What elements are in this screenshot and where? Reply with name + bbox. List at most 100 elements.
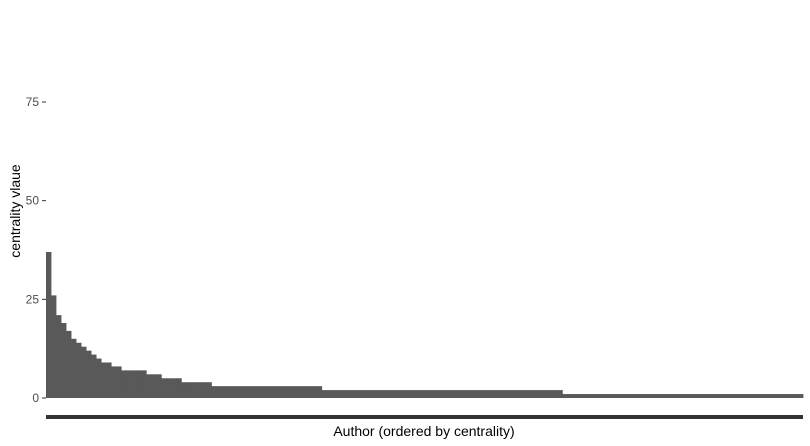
bar <box>166 378 172 398</box>
bar <box>567 394 573 398</box>
bar <box>381 390 388 398</box>
bar <box>401 390 408 398</box>
x-axis-title: Author (ordered by centrality) <box>333 423 514 439</box>
bar <box>66 330 72 398</box>
bar <box>76 342 82 398</box>
bar <box>497 390 503 398</box>
bar <box>261 386 267 398</box>
bar <box>371 390 378 398</box>
bar <box>341 390 348 398</box>
bar <box>206 382 212 398</box>
bar <box>51 295 57 398</box>
bar <box>201 382 207 398</box>
bar <box>116 366 122 398</box>
bar <box>447 390 453 398</box>
bars-group <box>46 251 804 398</box>
bar <box>717 394 724 398</box>
bar <box>356 390 363 398</box>
bar <box>331 390 338 398</box>
bar <box>91 354 97 398</box>
bar <box>707 394 714 398</box>
bar <box>442 390 448 398</box>
bar <box>281 386 288 398</box>
bar <box>46 251 52 398</box>
bar <box>251 386 257 398</box>
bar <box>522 390 528 398</box>
bar <box>86 350 92 398</box>
bar <box>627 394 633 398</box>
bar <box>186 382 192 398</box>
bar <box>101 362 107 398</box>
bar <box>702 394 709 398</box>
bar <box>662 394 669 398</box>
bar <box>241 386 247 398</box>
bar <box>557 390 563 398</box>
bar <box>406 390 413 398</box>
bar <box>607 394 613 398</box>
bar <box>457 390 463 398</box>
y-tick-label: 50 <box>26 194 40 208</box>
bar <box>151 374 157 398</box>
bar <box>597 394 603 398</box>
bar <box>176 378 182 398</box>
bar <box>136 370 142 398</box>
bar <box>677 394 684 398</box>
bar <box>547 390 553 398</box>
bar <box>777 394 784 398</box>
bar <box>296 386 303 398</box>
bar <box>231 386 237 398</box>
bar <box>462 390 468 398</box>
bar <box>632 394 638 398</box>
y-axis: 0 25 50 75 <box>26 95 46 405</box>
bar <box>216 386 222 398</box>
bar <box>71 338 77 398</box>
bar <box>472 390 478 398</box>
bar <box>622 394 628 398</box>
bar <box>487 390 493 398</box>
bar <box>196 382 202 398</box>
bar <box>612 394 618 398</box>
bar <box>56 315 62 398</box>
bar <box>482 390 488 398</box>
bar <box>502 390 508 398</box>
bar <box>316 386 323 398</box>
bar <box>191 382 197 398</box>
bar <box>712 394 719 398</box>
bar <box>391 390 398 398</box>
bar <box>552 390 558 398</box>
bar <box>211 386 217 398</box>
x-axis-band <box>46 415 803 419</box>
bar <box>171 378 177 398</box>
bar <box>692 394 699 398</box>
bar <box>361 390 368 398</box>
bar <box>156 374 162 398</box>
bar <box>452 390 458 398</box>
bar <box>111 366 117 398</box>
bar <box>141 370 147 398</box>
bar <box>301 386 308 398</box>
bar <box>126 370 132 398</box>
bar <box>437 390 443 398</box>
bar <box>326 390 333 398</box>
bar <box>286 386 293 398</box>
bar <box>637 394 643 398</box>
bar <box>96 358 102 398</box>
bar <box>396 390 403 398</box>
bar <box>276 386 283 398</box>
bar <box>411 390 418 398</box>
bar <box>146 374 152 398</box>
bar <box>542 390 548 398</box>
bar <box>467 390 473 398</box>
bar <box>587 394 593 398</box>
bar <box>727 394 734 398</box>
bar <box>271 386 278 398</box>
bar <box>477 390 483 398</box>
bar <box>221 386 227 398</box>
bar <box>582 394 588 398</box>
bar <box>747 394 754 398</box>
bar <box>562 394 568 398</box>
bar <box>106 362 112 398</box>
bar <box>366 390 373 398</box>
bar <box>236 386 242 398</box>
